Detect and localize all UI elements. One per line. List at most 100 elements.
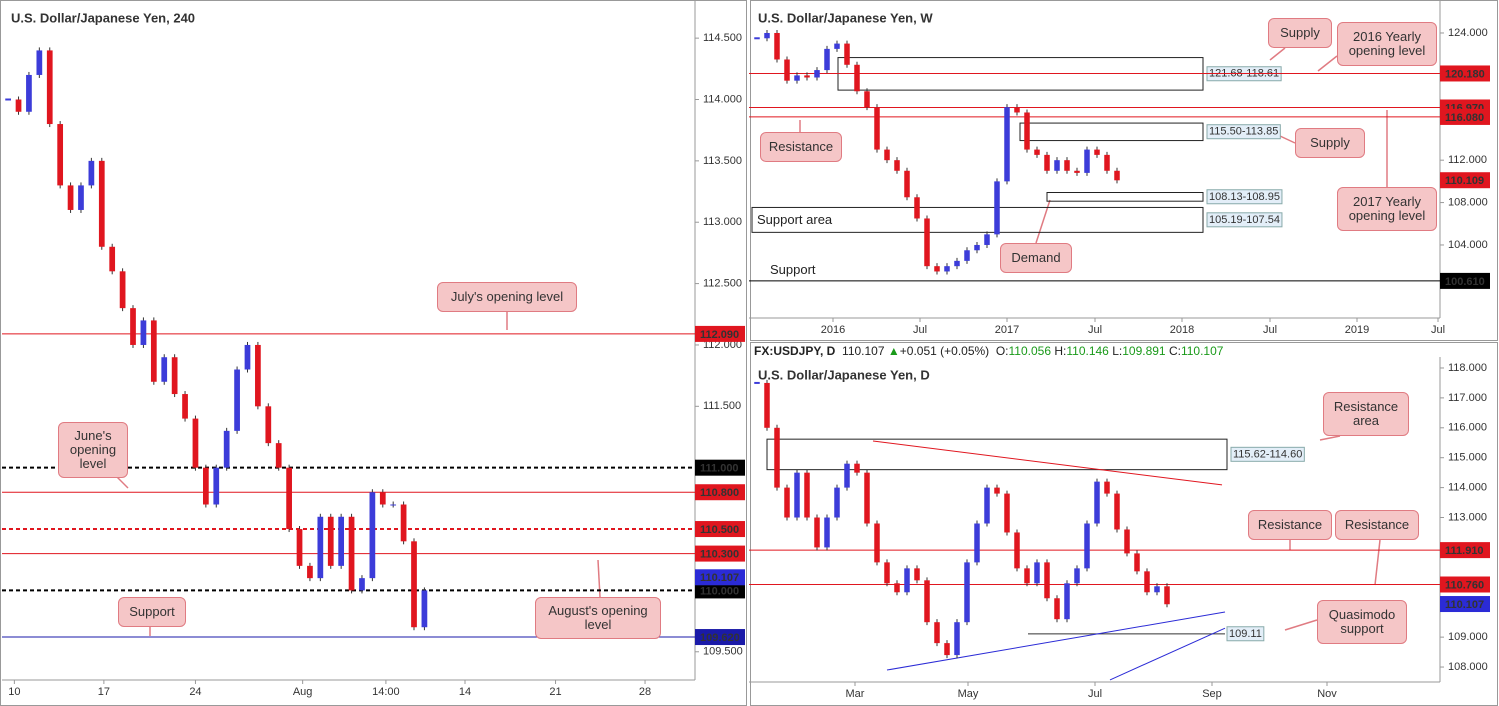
candle bbox=[1134, 553, 1140, 572]
candle bbox=[924, 218, 930, 267]
price-tag-label: 110.500 bbox=[700, 524, 739, 536]
candle bbox=[834, 43, 840, 49]
trendline bbox=[872, 440, 1223, 486]
callout: August's opening level bbox=[535, 597, 661, 639]
callout: Supply bbox=[1295, 128, 1365, 158]
price-tag-label: 110.760 bbox=[1445, 579, 1484, 591]
y-tick-label: 113.500 bbox=[703, 155, 742, 167]
y-tick-label: 111.500 bbox=[703, 400, 741, 412]
y-tick-label: 108.000 bbox=[1448, 196, 1488, 208]
chart-title: U.S. Dollar/Japanese Yen, D bbox=[758, 367, 930, 382]
candle bbox=[864, 91, 870, 108]
candle bbox=[804, 472, 810, 518]
candle bbox=[1024, 568, 1030, 584]
candle bbox=[1054, 598, 1060, 620]
candle bbox=[774, 32, 780, 60]
candle bbox=[934, 622, 940, 644]
chart-title: U.S. Dollar/Japanese Yen, W bbox=[758, 10, 933, 25]
zone bbox=[766, 438, 1228, 471]
x-tick-label: Mar bbox=[846, 688, 865, 700]
candle bbox=[1014, 107, 1020, 113]
candle bbox=[202, 467, 209, 505]
candle bbox=[764, 32, 770, 39]
candle bbox=[1004, 107, 1010, 182]
c-label: C: bbox=[1168, 344, 1181, 358]
price-tag-label: 111.000 bbox=[700, 463, 739, 475]
candle bbox=[1084, 149, 1090, 173]
candle bbox=[265, 406, 272, 444]
candle bbox=[140, 320, 147, 345]
candle bbox=[119, 271, 126, 309]
candle bbox=[844, 43, 850, 65]
h-label: H: bbox=[1054, 344, 1067, 358]
candle bbox=[213, 467, 220, 505]
x-tick-label: Nov bbox=[1317, 688, 1337, 700]
candle bbox=[286, 467, 292, 530]
chart-title: U.S. Dollar/Japanese Yen, 240 bbox=[11, 10, 195, 25]
candle bbox=[1094, 149, 1100, 155]
segment-label-box bbox=[1226, 626, 1265, 642]
y-tick-label: 112.000 bbox=[1448, 154, 1487, 166]
candle bbox=[914, 197, 920, 219]
y-tick-label: 115.000 bbox=[1448, 452, 1487, 464]
zone bbox=[1019, 122, 1204, 142]
candle bbox=[369, 492, 376, 579]
candle bbox=[296, 529, 303, 566]
price-tag bbox=[695, 459, 745, 476]
x-tick-label: 28 bbox=[639, 686, 651, 698]
candle bbox=[275, 443, 282, 468]
price-tag bbox=[1440, 108, 1490, 125]
arrow: ▲ bbox=[887, 344, 900, 358]
x-tick-label: 2019 bbox=[1345, 324, 1369, 336]
candle bbox=[421, 590, 428, 628]
candle bbox=[161, 357, 168, 382]
candle bbox=[244, 344, 251, 370]
candle bbox=[1124, 529, 1130, 554]
candle bbox=[814, 517, 820, 548]
price-tag-label: 110.107 bbox=[1445, 599, 1484, 611]
zone-label: 105.19-107.54 bbox=[1209, 214, 1280, 226]
change: +0.051 (+0.05%) bbox=[899, 344, 990, 358]
candle bbox=[914, 568, 920, 581]
y-tick-label: 109.500 bbox=[703, 646, 743, 658]
candle bbox=[379, 492, 386, 505]
candle bbox=[130, 308, 136, 345]
candle bbox=[1144, 571, 1150, 593]
y-tick-label: 109.000 bbox=[1448, 631, 1488, 643]
y-tick-label: 104.000 bbox=[1448, 239, 1488, 251]
x-tick-label: Jul bbox=[1263, 324, 1277, 336]
candle bbox=[26, 74, 32, 112]
zone-label-box bbox=[1230, 446, 1305, 462]
candle bbox=[774, 427, 780, 488]
candle bbox=[994, 181, 1000, 235]
candle bbox=[338, 516, 345, 566]
candle bbox=[944, 643, 950, 656]
candle bbox=[854, 64, 860, 92]
candle bbox=[964, 562, 970, 623]
candle bbox=[1064, 583, 1070, 620]
candle bbox=[1004, 493, 1010, 533]
candle bbox=[874, 523, 880, 563]
candle bbox=[854, 463, 860, 473]
price-tag-label: 120.180 bbox=[1445, 68, 1485, 80]
price-tag bbox=[1440, 172, 1490, 189]
candle bbox=[964, 250, 970, 261]
level-label: Support bbox=[770, 262, 816, 277]
price-tag bbox=[1440, 596, 1490, 613]
x-tick-label: Jul bbox=[1431, 324, 1445, 336]
candle bbox=[984, 487, 990, 524]
candle bbox=[1104, 154, 1110, 171]
candle bbox=[255, 344, 261, 407]
zone bbox=[751, 206, 1204, 233]
candle bbox=[1074, 568, 1080, 584]
price-tag bbox=[695, 545, 745, 562]
candle bbox=[994, 487, 1000, 494]
candle bbox=[307, 565, 313, 579]
y-tick-label: 112.500 bbox=[703, 277, 742, 289]
candle bbox=[1094, 481, 1100, 524]
candle bbox=[824, 517, 830, 548]
l-label: L: bbox=[1112, 344, 1123, 358]
candle bbox=[904, 170, 910, 198]
